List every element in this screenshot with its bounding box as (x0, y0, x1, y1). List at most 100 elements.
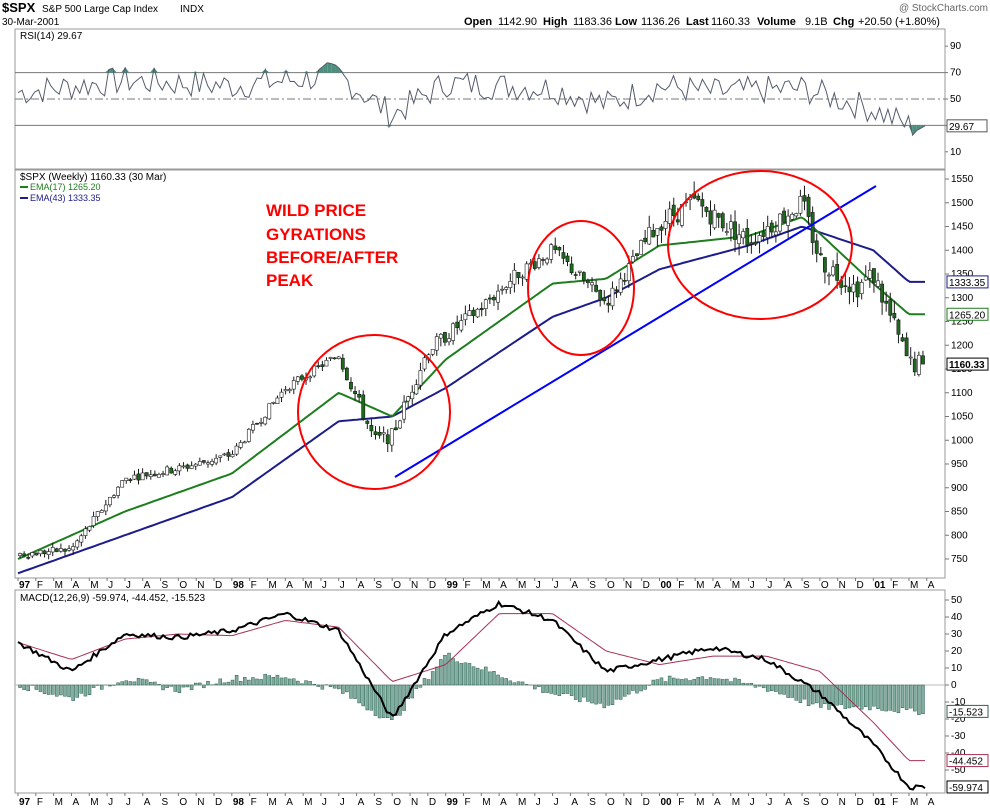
rsi-oversold-fill (384, 125, 390, 127)
candle-up (724, 231, 729, 233)
macd-histogram-bar (741, 682, 745, 686)
rsi-oversold-fill (904, 125, 909, 127)
candle-down (749, 242, 754, 245)
macd-histogram-bar (320, 684, 325, 690)
macd-histogram-bar (684, 678, 688, 686)
macd-histogram-bar (561, 684, 566, 694)
macd-histogram-bar (508, 680, 513, 686)
macd-histogram-bar (120, 681, 124, 686)
candle-up (867, 270, 872, 279)
price-axis-label: N (197, 580, 204, 591)
price-axis-label: S (589, 580, 596, 591)
rsi-oversold-fill (908, 125, 913, 136)
candle-up (712, 209, 717, 229)
macd-axis-label: M (732, 797, 740, 808)
macd-histogram-bar (222, 682, 227, 686)
macd-tick-label: -30 (951, 731, 966, 742)
candle-up (790, 214, 795, 220)
candle-down (357, 393, 362, 398)
quote-line: Open 1142.90 High 1183.36 Low 1136.26 La… (464, 16, 940, 28)
rsi-current-box (946, 119, 988, 133)
macd-tick-label: 20 (951, 646, 963, 657)
candle-up (438, 333, 443, 339)
price-axis-label: J (750, 580, 755, 591)
open-label: Open (464, 16, 492, 28)
macd-histogram-bar (169, 684, 173, 687)
candle-up (291, 380, 296, 390)
macd-axis-label: A (785, 797, 792, 808)
price-tick-label: 1500 (951, 198, 974, 209)
price-axis-label: M (518, 580, 526, 591)
price-tick-label: 1200 (951, 340, 974, 351)
macd-histogram-bar (283, 677, 288, 686)
macd-histogram-bar (516, 681, 521, 686)
candle-down (675, 219, 680, 223)
candle-up (181, 465, 186, 468)
candle-up (214, 457, 219, 464)
candle-down (900, 337, 905, 342)
candle-up (148, 474, 153, 477)
macd-axis-label: M (696, 797, 704, 808)
price-tick-label: 950 (951, 459, 968, 470)
last-label: Last (686, 16, 709, 28)
macd-histogram-bar (279, 677, 284, 686)
candle-up (230, 454, 235, 458)
candle-up (406, 396, 411, 402)
macd-histogram-bar (451, 658, 455, 686)
macd-histogram-bar (900, 684, 905, 708)
candle-down (651, 230, 656, 238)
candle-up (275, 397, 280, 404)
macd-line (17, 599, 926, 791)
macd-axis-label: A (72, 797, 79, 808)
macd-axis-label: A (571, 797, 578, 808)
candle-down (614, 289, 619, 292)
macd-axis-label: F (37, 797, 43, 808)
candle-up (251, 424, 255, 431)
candle-up (520, 276, 525, 279)
candle-up (99, 510, 104, 513)
macd-histogram-bar (757, 684, 762, 687)
chg-value: +20.50 (+1.80%) (858, 16, 940, 28)
candle-down (340, 357, 345, 370)
signal-line (17, 613, 925, 762)
macd-histogram-bar (181, 684, 186, 688)
macd-histogram-bar (716, 678, 721, 686)
macd-histogram-bar (721, 679, 725, 686)
macd-histogram-bar (443, 655, 447, 686)
macd-histogram-bar (447, 652, 451, 686)
candle-up (218, 455, 223, 458)
macd-histogram-bar (296, 680, 300, 686)
candle-down (700, 199, 705, 207)
rsi-overbought-fill (195, 71, 200, 73)
candle-down (479, 308, 484, 311)
candle-up (496, 290, 500, 303)
macd-histogram-bar (316, 684, 321, 687)
candle-up (324, 359, 329, 367)
macd-histogram-bar (753, 684, 758, 688)
macd-histogram-bar (91, 684, 96, 688)
macd-histogram-bar (864, 684, 868, 708)
macd-histogram-bar (876, 684, 880, 709)
macd-axis-label: A (144, 797, 151, 808)
macd-histogram-bar (827, 684, 831, 710)
rsi-overbought-fill (104, 69, 109, 73)
macd-histogram-bar (884, 684, 888, 712)
ema43-line (17, 225, 925, 575)
macd-histogram-bar (263, 673, 267, 686)
candle-down (369, 424, 374, 432)
macd-histogram-bar (847, 684, 852, 709)
macd-tick-label: -40 (951, 748, 966, 759)
price-axis-label: 98 (233, 580, 245, 591)
macd-axis-label: O (607, 797, 615, 808)
macd-panel (14, 589, 946, 794)
macd-histogram-bar (140, 678, 145, 686)
candle-up (67, 548, 71, 551)
candle-up (737, 234, 742, 244)
rsi-tick-label: 10 (950, 147, 962, 158)
ema43-box (946, 275, 989, 289)
candle-up (95, 511, 100, 517)
price-axis-label: M (696, 580, 704, 591)
candle-up (451, 323, 456, 341)
candle-up (430, 349, 435, 355)
candle-up (328, 357, 333, 359)
